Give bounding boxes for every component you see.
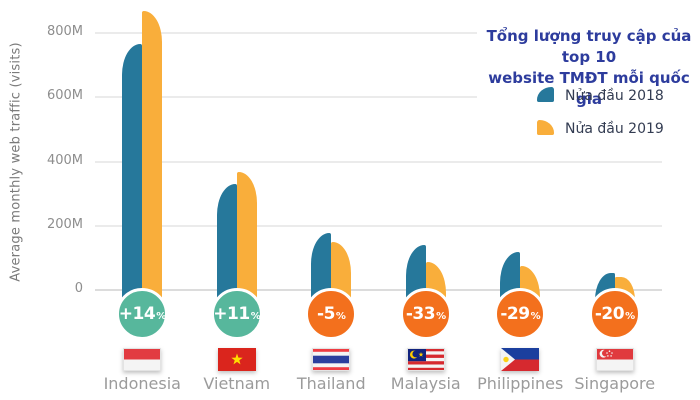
change-badge-thailand: -5% <box>305 288 358 340</box>
y-tick-400M: 400M <box>46 152 83 168</box>
legend-marker-2019-icon <box>537 120 554 135</box>
country-label-thailand: Thailand <box>296 374 366 393</box>
country-label-vietnam: Vietnam <box>203 374 271 393</box>
legend-label-2019: Nửa đầu 2019 <box>565 121 664 137</box>
flag-vietnam-icon <box>217 348 256 371</box>
change-badge-vietnam: +11% <box>210 288 263 340</box>
legend: Nửa đầu 2018 Nửa đầu 2019 <box>537 86 664 152</box>
chart-title-line2: website TMĐT mỗi quốc gia <box>488 69 690 108</box>
bar-2019-vietnam <box>236 172 257 300</box>
country-label-singapore: Singapore <box>574 374 656 393</box>
flag-malaysia-icon <box>406 348 445 371</box>
bar-2018-vietnam <box>216 184 237 300</box>
flag-indonesia-icon <box>123 348 162 371</box>
chart-title-line1: Tổng lượng truy cập của top 10 <box>486 27 692 66</box>
change-badge-indonesia: +14% <box>116 288 169 340</box>
y-tick-0: 0 <box>74 281 83 296</box>
bar-2019-indonesia <box>142 11 163 300</box>
legend-marker-2018-icon <box>537 87 554 102</box>
legend-item-2018: Nửa đầu 2018 <box>537 86 664 104</box>
gridline-0 <box>95 289 662 291</box>
chart-title: Tổng lượng truy cập của top 10 website T… <box>478 26 700 110</box>
y-tick-200M: 200M <box>46 216 83 232</box>
flag-thailand-icon <box>312 348 351 371</box>
country-label-philippines: Philippines <box>477 374 564 393</box>
bar-2019-thailand <box>331 242 352 300</box>
gridline-600M <box>95 96 477 99</box>
legend-item-2019: Nửa đầu 2019 <box>537 119 664 137</box>
legend-label-2018: Nửa đầu 2018 <box>565 88 664 104</box>
change-badge-malaysia: -33% <box>399 288 452 340</box>
gridline-200M <box>95 224 662 227</box>
y-tick-600M: 600M <box>46 88 83 104</box>
country-label-indonesia: Indonesia <box>103 374 181 393</box>
bar-2018-thailand <box>311 233 332 300</box>
change-badge-philippines: -29% <box>494 288 547 340</box>
flag-philippines-icon <box>501 348 540 371</box>
change-badge-singapore: -20% <box>588 288 641 340</box>
country-label-malaysia: Malaysia <box>390 374 461 393</box>
bar-2018-malaysia <box>405 245 426 300</box>
flag-singapore-icon <box>595 348 634 371</box>
gridline-400M <box>95 160 662 163</box>
y-tick-800M: 800M <box>46 24 83 39</box>
bar-2018-indonesia <box>122 44 143 300</box>
gridline-800M <box>95 32 477 34</box>
